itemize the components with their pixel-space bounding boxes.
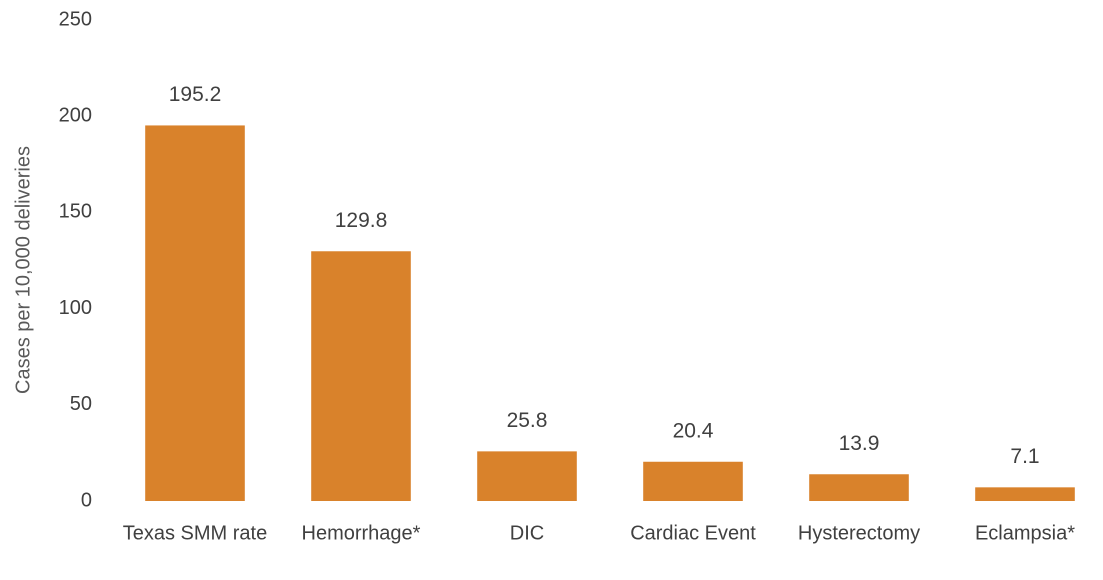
y-tick-label: 150 [59,201,92,223]
x-tick-label: DIC [510,522,544,544]
y-tick-label: 200 [59,104,92,126]
x-tick-label: Hemorrhage* [302,522,421,544]
value-label: 195.2 [169,83,222,106]
bar [809,474,909,501]
bar [975,487,1075,501]
value-label: 129.8 [335,209,388,232]
y-axis-label: Cases per 10,000 deliveries [12,146,34,394]
x-tick-label: Texas SMM rate [123,522,267,544]
y-tick-label: 100 [59,297,92,319]
bar [311,251,411,501]
x-tick-label: Eclampsia* [975,522,1075,544]
bar [477,451,577,501]
x-tick-label: Cardiac Event [630,522,756,544]
bar [145,125,245,501]
x-tick-label: Hysterectomy [798,522,920,544]
y-tick-label: 50 [70,393,92,415]
y-tick-label: 250 [59,8,92,30]
value-label: 20.4 [673,419,714,442]
value-label: 25.8 [507,409,548,432]
y-tick-label: 0 [81,489,92,511]
bar [643,461,743,501]
value-label: 7.1 [1010,445,1039,468]
value-label: 13.9 [839,432,880,455]
